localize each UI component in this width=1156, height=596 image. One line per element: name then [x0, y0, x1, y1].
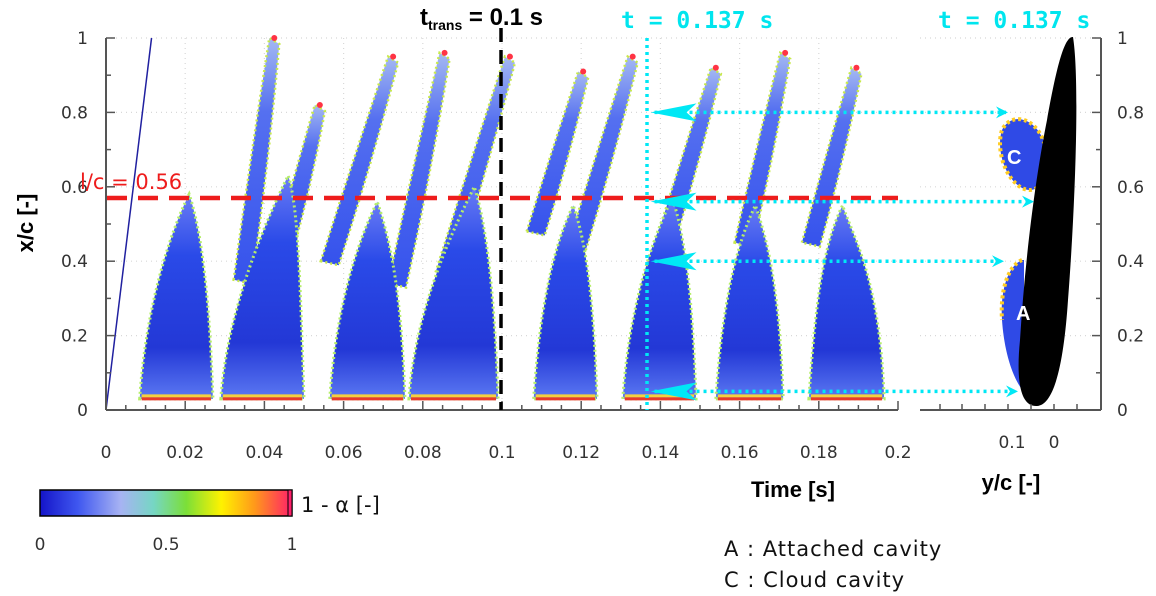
main-x-tick-label: 0.1 — [488, 443, 515, 463]
transition-time-title: ttrans = 0.1 s — [420, 4, 543, 33]
section-y-tick-label: 1 — [1117, 29, 1128, 49]
colorbar-tick-mid: 0.5 — [152, 535, 179, 555]
shed-cloud-band — [733, 50, 792, 249]
colorbar: 1 - α [-] 0 0.5 1 — [35, 489, 380, 555]
shed-cloud-tip — [271, 35, 278, 41]
section-x-axis-label: y/c [-] — [982, 470, 1041, 495]
shed-cloud-tip — [506, 53, 513, 60]
section-title: t = 0.137 s — [938, 8, 1090, 34]
main-y-axis-label: x/c [-] — [13, 194, 38, 253]
attached-cavity-cycle — [621, 194, 698, 401]
shed-cloud-tip — [441, 49, 448, 56]
section-y-tick-label: 0 — [1117, 401, 1128, 421]
main-y-tick-label: 1 — [77, 29, 88, 49]
main-y-tick-label: 0.8 — [61, 103, 88, 123]
main-x-tick-label: 0.14 — [641, 443, 679, 463]
attached-cavity-cycle — [138, 190, 215, 401]
section-y-tick-label: 0.6 — [1117, 178, 1144, 198]
snapshot-time-label: t = 0.137 s — [621, 8, 773, 34]
colorbar-tick-1: 1 — [287, 535, 298, 555]
legend-cloud: C : Cloud cavity — [724, 568, 905, 592]
shed-cloud-tip — [316, 101, 323, 108]
cavity-label-a: A — [1016, 303, 1030, 325]
threshold-label: l/c = 0.56 — [80, 170, 182, 194]
main-x-tick-label: 0 — [101, 443, 112, 463]
main-x-tick-label: 0.12 — [562, 443, 600, 463]
section-y-tick-label: 0.2 — [1117, 327, 1144, 347]
colorbar-gradient — [39, 489, 293, 517]
section-y-tick-label: 0.8 — [1117, 103, 1144, 123]
shed-cloud-band — [562, 54, 640, 263]
shed-cloud-tip — [390, 53, 397, 60]
shed-cloud-band — [319, 54, 400, 267]
transition-t: t — [420, 4, 428, 31]
main-y-tick-labels: 0 0.2 0.4 0.6 0.8 1 — [61, 29, 88, 421]
main-x-tick-label: 0.2 — [884, 443, 911, 463]
arrow-head-left — [650, 192, 697, 211]
transition-value: = 0.1 s — [462, 4, 543, 31]
colorbar-tick-0: 0 — [35, 535, 46, 555]
hydrofoil — [1018, 36, 1077, 407]
cavity-map — [105, 35, 886, 411]
attached-cavity-cycle — [328, 197, 407, 401]
attached-cavity-cycle — [532, 201, 599, 401]
shed-cloud-tip — [712, 64, 719, 71]
main-x-tick-label: 0.16 — [721, 443, 759, 463]
colorbar-end-marker — [287, 489, 293, 517]
attached-cavity-cycle — [714, 201, 785, 401]
attached-cavity-cycle — [407, 182, 500, 401]
arrow-head-left — [650, 103, 697, 122]
cloud-cavity — [1000, 119, 1046, 190]
section-x-tick-label: 0.1 — [998, 433, 1025, 453]
cavity-label-c: C — [1007, 147, 1021, 169]
shed-cloud-tip — [629, 53, 636, 60]
connector-arrows — [650, 103, 1034, 401]
section-x-tick-label: 0 — [1049, 433, 1060, 453]
main-x-tick-label: 0.04 — [245, 443, 283, 463]
attached-cavity-cycle — [807, 201, 886, 401]
main-x-tick-labels: 0 0.02 0.04 0.06 0.08 0.1 0.12 0.14 0.16 0.18 0.2 — [101, 443, 912, 463]
main-x-tick-label: 0.02 — [166, 443, 204, 463]
cavity-legend: A : Attached cavity C : Cloud cavity — [724, 537, 942, 592]
attached-cavity — [1001, 260, 1024, 392]
section-plot: 00.20.40.60.81 0.1 0 t = 0.137 s y/c [-] … — [920, 8, 1144, 495]
shed-cloud-tip — [853, 64, 860, 71]
shed-cloud-band — [800, 65, 863, 249]
main-y-tick-label: 0.2 — [61, 327, 88, 347]
main-plot: 0 0.02 0.04 0.06 0.08 0.1 0.12 0.14 0.16 0.18 0.2 … — [13, 4, 912, 502]
main-x-axis-label: Time [s] — [751, 477, 835, 502]
colorbar-label: 1 - α [-] — [301, 493, 380, 517]
main-y-tick-label: 0.4 — [61, 252, 88, 272]
section-axes — [920, 37, 1102, 411]
chordwise-boundary-line — [105, 37, 153, 411]
section-y-tick-labels: 0 0.2 0.4 0.6 0.8 1 — [1117, 29, 1144, 421]
main-x-tick-label: 0.08 — [404, 443, 442, 463]
attached-cavity-cycle — [219, 171, 306, 401]
shed-cloud-tip — [782, 49, 789, 56]
section-x-tick-labels: 0.1 0 — [998, 433, 1059, 453]
shed-cloud-band — [386, 50, 451, 290]
main-y-tick-label: 0.6 — [61, 178, 88, 198]
shed-cloud-tip — [580, 68, 587, 75]
section-y-tick-label: 0.4 — [1117, 252, 1144, 272]
arrow-head-left — [650, 382, 697, 401]
main-y-tick-label: 0 — [77, 401, 88, 421]
arrow-head-left — [650, 252, 697, 271]
shed-cloud-band — [433, 54, 517, 278]
main-x-tick-label: 0.06 — [325, 443, 363, 463]
legend-attached: A : Attached cavity — [724, 537, 942, 561]
main-x-tick-label: 0.18 — [800, 443, 838, 463]
transition-subscript: trans — [428, 17, 462, 33]
shed-cloud-band — [525, 69, 590, 237]
